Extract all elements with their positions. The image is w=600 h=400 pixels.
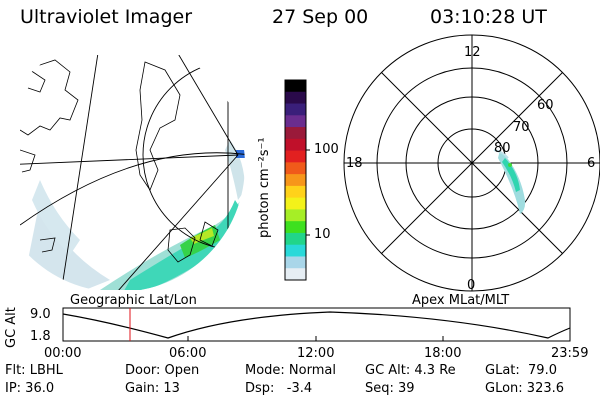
colorbar-frame: [284, 79, 307, 281]
lat-label-60: 60: [537, 98, 554, 113]
geographic-map: [20, 55, 245, 290]
mlt-label-0: 0: [467, 278, 476, 293]
mlt-label-6: 6: [587, 156, 596, 171]
colorbar-segment: [285, 268, 306, 281]
colorbar-segment: [285, 174, 306, 187]
glat-status: GLat: 79.0: [485, 363, 557, 378]
apex-polar-plot: [343, 34, 600, 292]
timeline-xtick-0: 00:00: [44, 346, 82, 361]
lat-label-70: 70: [513, 120, 530, 135]
door-status: Door: Open: [125, 363, 200, 378]
colorbar: [284, 79, 307, 281]
dsp-status: Dsp: -3.4: [245, 381, 313, 396]
colorbar-segment: [285, 115, 306, 128]
colorbar-segment: [285, 209, 306, 222]
apex-label: Apex MLat/MLT: [412, 293, 510, 308]
timeline-ytick-bottom: 1.8: [30, 329, 51, 344]
gc-alt-status: GC Alt: 4.3 Re: [365, 363, 456, 378]
glon-status: GLon: 323.6: [485, 381, 565, 396]
colorbar-segment: [285, 91, 306, 105]
orbit-timeline: [62, 307, 571, 342]
colorbar-segment: [285, 185, 306, 199]
ip-status: IP: 36.0: [5, 381, 55, 396]
timeline-xtick-4: 23:59: [551, 346, 589, 361]
colorbar-segment: [285, 150, 306, 163]
colorbar-tick-10-label: 10: [314, 227, 331, 242]
timeline-xtick-1: 06:00: [169, 346, 207, 361]
filter-status: Flt: LBHL: [5, 363, 63, 378]
time-label: 03:10:28 UT: [430, 6, 547, 28]
colorbar-segment: [285, 244, 306, 257]
colorbar-segment: [285, 80, 306, 93]
timeline-xtick-3: 18:00: [424, 346, 462, 361]
colorbar-segment: [285, 221, 306, 234]
colorbar-segment: [285, 162, 306, 175]
colorbar-segment: [285, 256, 306, 269]
colorbar-segment: [285, 197, 306, 210]
app-title: Ultraviolet Imager: [20, 6, 193, 28]
colorbar-segment: [285, 127, 306, 140]
colorbar-segment: [285, 138, 306, 152]
seq-status: Seq: 39: [365, 381, 415, 396]
lat-label-80: 80: [494, 141, 511, 156]
geographic-label: Geographic Lat/Lon: [70, 293, 197, 308]
mode-status: Mode: Normal: [245, 363, 336, 378]
mlt-label-12: 12: [464, 45, 481, 60]
colorbar-unit-label: photon cm⁻²s⁻¹: [257, 137, 272, 238]
timeline-xtick-2: 12:00: [297, 346, 335, 361]
timeline-axis-label: GC Alt: [4, 307, 19, 348]
timeline-ytick-top: 9.0: [30, 307, 51, 322]
gain-status: Gain: 13: [125, 381, 180, 396]
date-label: 27 Sep 00: [272, 6, 369, 28]
mlt-label-18: 18: [346, 156, 363, 171]
colorbar-tick-100-label: 100: [314, 142, 339, 157]
coastlines: [20, 59, 219, 263]
colorbar-segment: [285, 232, 306, 246]
aurora-emission-apex: [493, 149, 526, 214]
colorbar-segment: [285, 103, 306, 116]
